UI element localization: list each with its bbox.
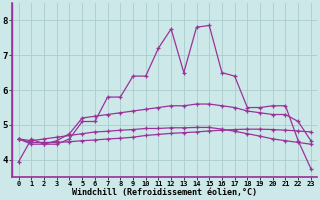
X-axis label: Windchill (Refroidissement éolien,°C): Windchill (Refroidissement éolien,°C) bbox=[72, 188, 257, 197]
